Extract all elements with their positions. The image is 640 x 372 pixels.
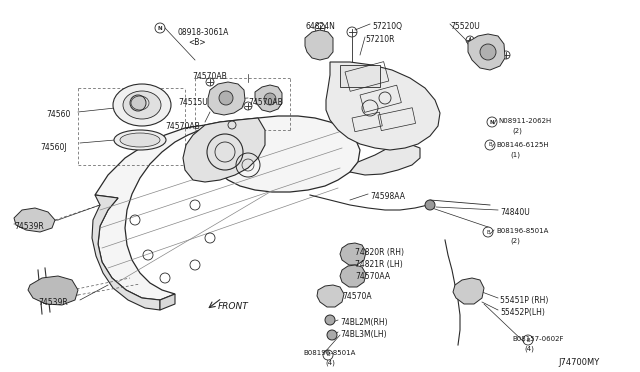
Text: 74820R (RH): 74820R (RH) — [355, 248, 404, 257]
Polygon shape — [14, 208, 55, 232]
Text: 74515U: 74515U — [178, 98, 208, 107]
Text: <B>: <B> — [188, 38, 205, 47]
Polygon shape — [305, 30, 333, 60]
Polygon shape — [160, 294, 175, 310]
Polygon shape — [317, 285, 344, 307]
Text: 74570A: 74570A — [342, 292, 372, 301]
Text: (4): (4) — [524, 346, 534, 353]
Text: B: B — [326, 353, 330, 357]
Text: 55451P (RH): 55451P (RH) — [500, 296, 548, 305]
Text: 74570AB: 74570AB — [165, 122, 200, 131]
Bar — [352, 112, 382, 132]
Text: N08911-2062H: N08911-2062H — [498, 118, 551, 124]
Circle shape — [219, 91, 233, 105]
Polygon shape — [468, 34, 505, 70]
Text: B08196-8501A: B08196-8501A — [496, 228, 548, 234]
Text: 57210Q: 57210Q — [372, 22, 402, 31]
Text: 55452P(LH): 55452P(LH) — [500, 308, 545, 317]
Text: 74560: 74560 — [46, 110, 70, 119]
Text: 74539R: 74539R — [14, 222, 44, 231]
Circle shape — [325, 315, 335, 325]
Text: 64824N: 64824N — [305, 22, 335, 31]
Text: 74821R (LH): 74821R (LH) — [355, 260, 403, 269]
Text: (1): (1) — [510, 152, 520, 158]
Polygon shape — [326, 62, 440, 150]
Text: 74570AA: 74570AA — [355, 272, 390, 281]
Text: B: B — [486, 230, 490, 234]
Text: 74BL2M(RH): 74BL2M(RH) — [340, 318, 388, 327]
Circle shape — [264, 93, 276, 105]
Bar — [345, 62, 389, 91]
Bar — [360, 85, 401, 112]
Bar — [378, 108, 415, 131]
Polygon shape — [95, 116, 360, 300]
Text: (2): (2) — [512, 128, 522, 135]
Text: 74598AA: 74598AA — [370, 192, 405, 201]
Text: 57210R: 57210R — [365, 35, 394, 44]
Polygon shape — [28, 276, 78, 305]
Text: (4): (4) — [325, 360, 335, 366]
Text: J74700MY: J74700MY — [559, 358, 600, 367]
Text: (2): (2) — [510, 238, 520, 244]
Circle shape — [480, 44, 496, 60]
Ellipse shape — [113, 84, 171, 126]
Text: FRONT: FRONT — [218, 302, 249, 311]
Circle shape — [327, 330, 337, 340]
Text: 74560J: 74560J — [40, 143, 67, 152]
Text: 74570AB: 74570AB — [248, 98, 283, 107]
Text: N: N — [490, 119, 494, 125]
Text: 08918-3061A: 08918-3061A — [178, 28, 229, 37]
Text: 75520U: 75520U — [450, 22, 480, 31]
Text: 74570AB: 74570AB — [192, 72, 227, 81]
Text: N: N — [157, 26, 163, 31]
Text: B08196-8501A: B08196-8501A — [304, 350, 356, 356]
Ellipse shape — [123, 91, 161, 119]
Polygon shape — [92, 195, 160, 310]
Polygon shape — [340, 243, 366, 265]
Polygon shape — [255, 85, 282, 112]
Text: B: B — [488, 142, 492, 148]
Circle shape — [130, 95, 146, 111]
Text: 74539R: 74539R — [38, 298, 68, 307]
Polygon shape — [208, 82, 245, 115]
Text: B08146-6125H: B08146-6125H — [496, 142, 548, 148]
Circle shape — [425, 200, 435, 210]
Polygon shape — [453, 278, 484, 304]
Ellipse shape — [120, 133, 160, 147]
Polygon shape — [183, 118, 265, 182]
Text: 74840U: 74840U — [500, 208, 530, 217]
Text: 74BL3M(LH): 74BL3M(LH) — [340, 330, 387, 339]
Bar — [340, 65, 380, 87]
Text: B: B — [526, 337, 530, 343]
Text: B08157-0602F: B08157-0602F — [512, 336, 563, 342]
Ellipse shape — [114, 130, 166, 150]
Polygon shape — [340, 265, 366, 287]
Polygon shape — [350, 145, 420, 175]
